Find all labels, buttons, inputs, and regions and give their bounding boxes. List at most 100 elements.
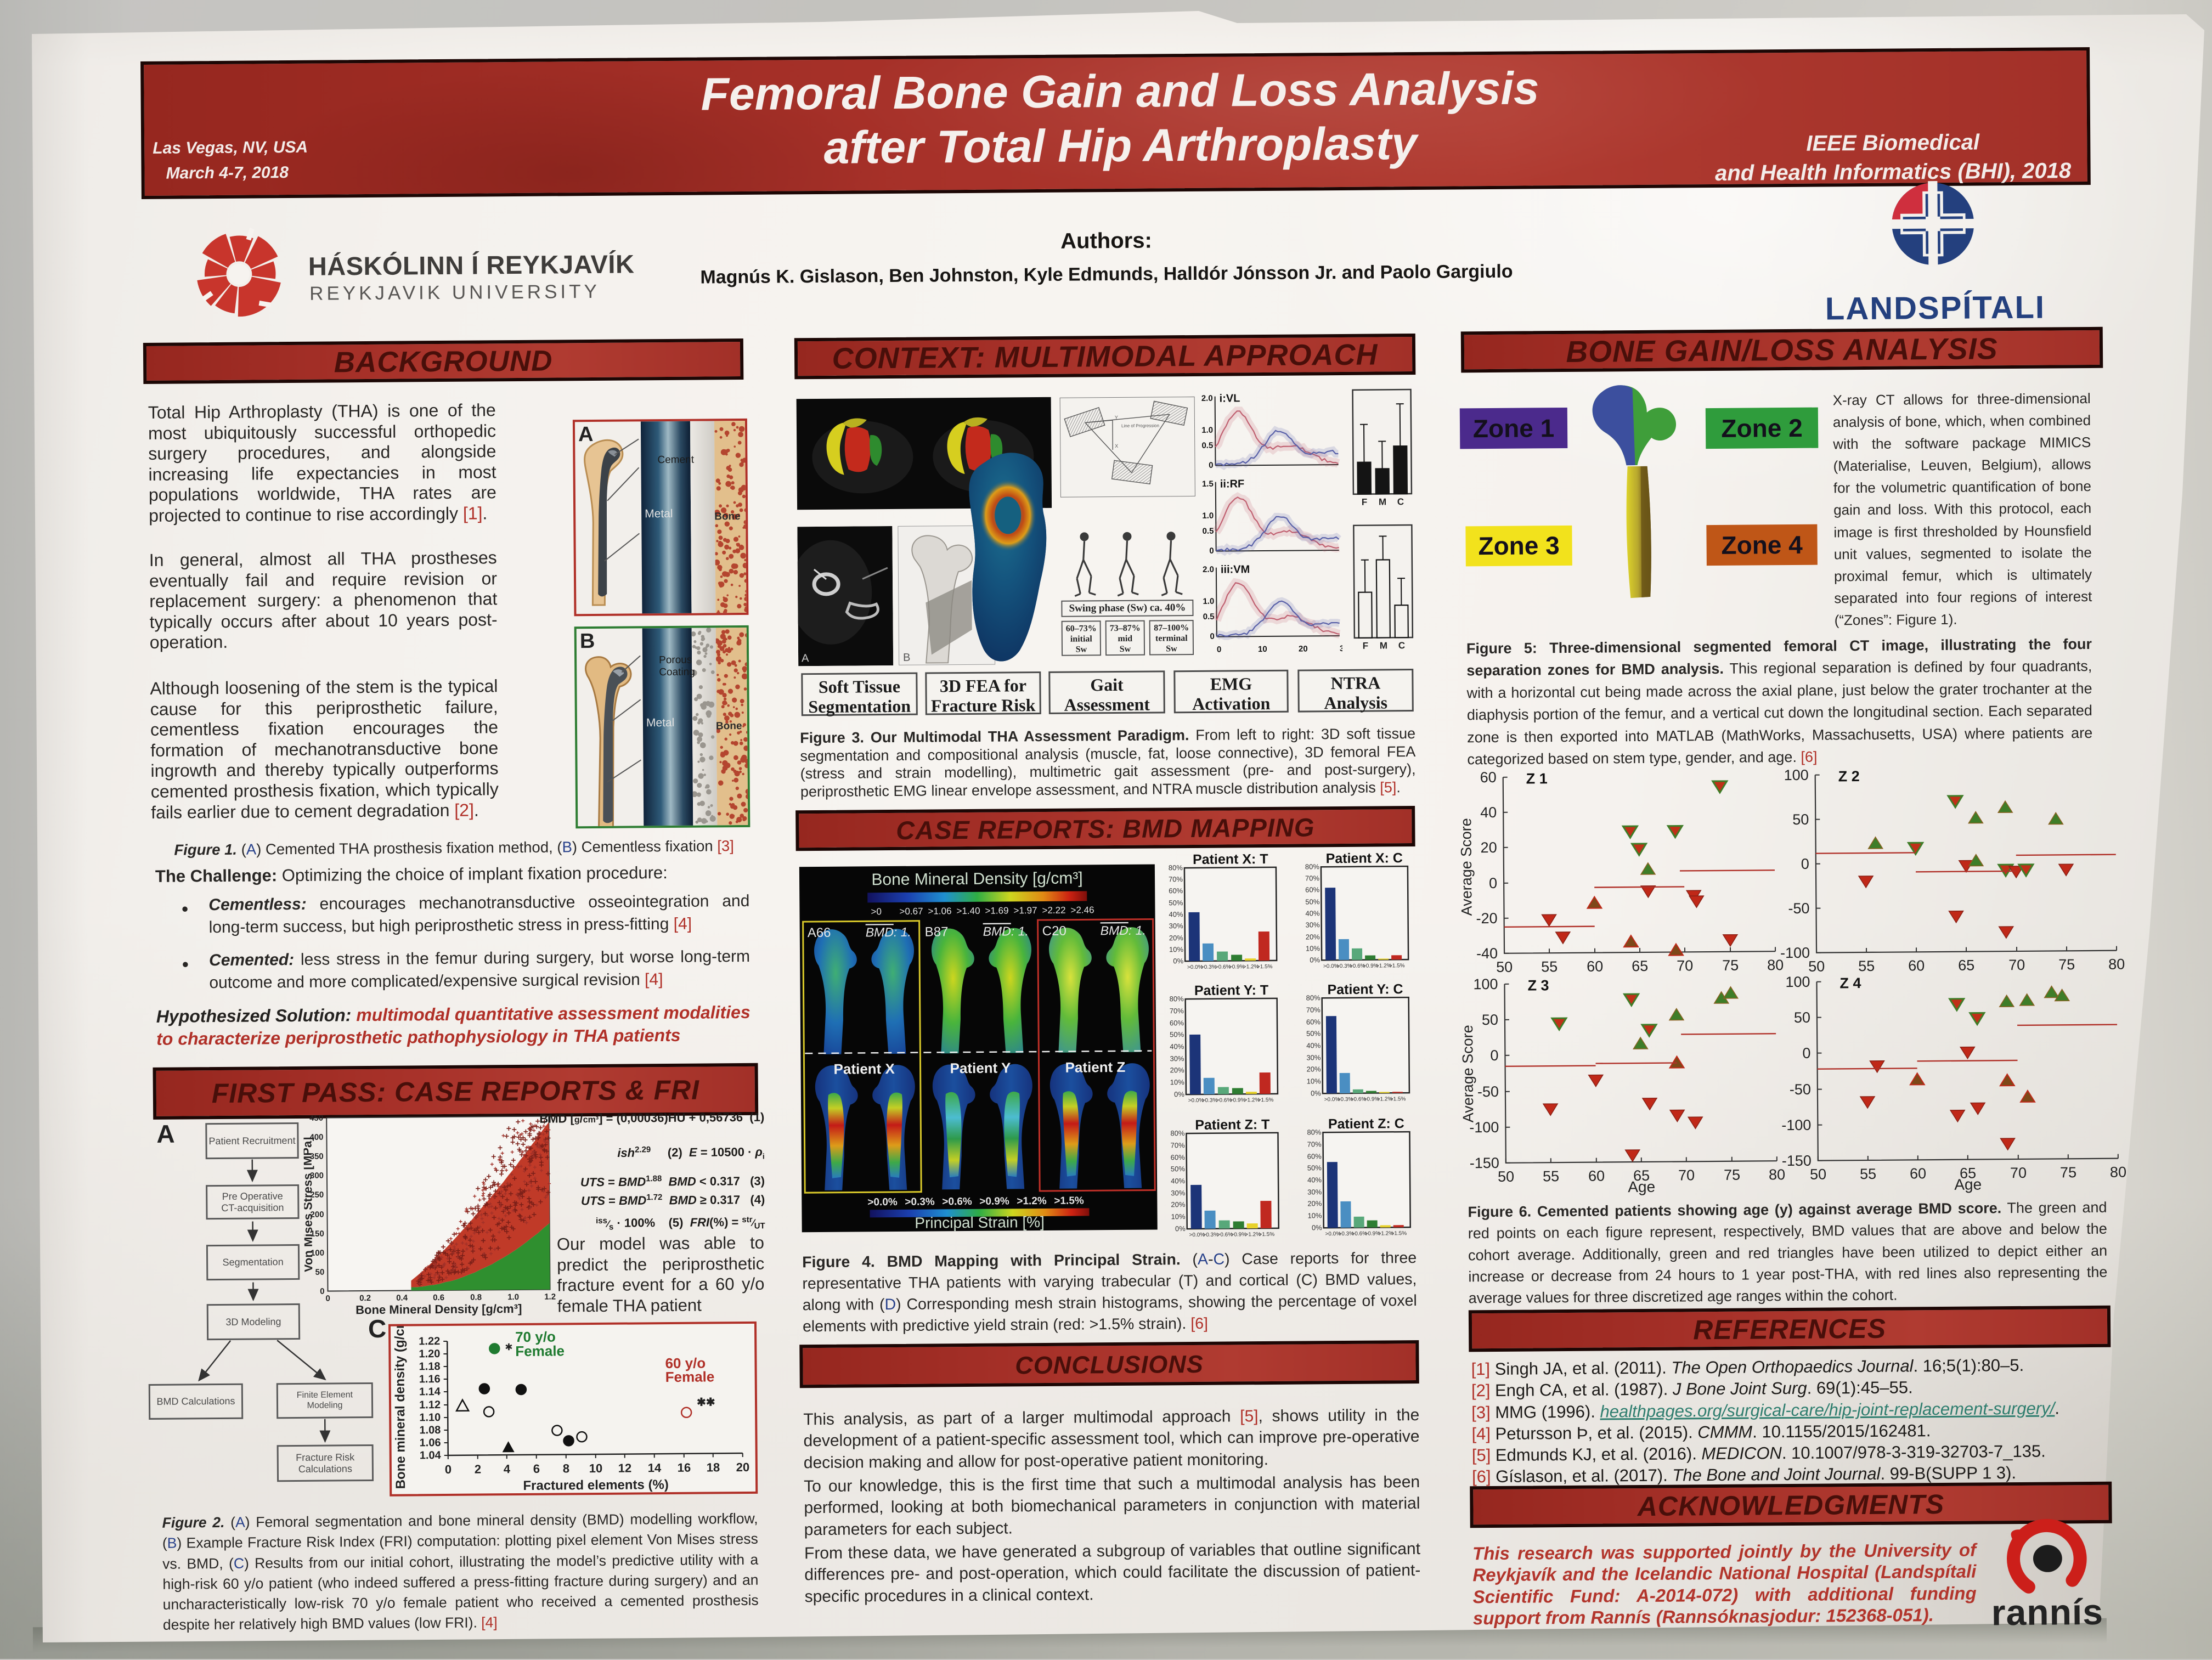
svg-text:10%: 10% <box>1306 944 1321 952</box>
svg-text:i:VL: i:VL <box>1220 392 1240 404</box>
svg-text:50: 50 <box>1808 958 1825 975</box>
svg-text:50: 50 <box>1498 1168 1514 1185</box>
svg-text:A66: A66 <box>808 925 831 940</box>
svg-text:75: 75 <box>1722 957 1739 974</box>
svg-text:M: M <box>1380 640 1387 651</box>
svg-text:Von Mises Stress [MPa]: Von Mises Stress [MPa] <box>303 1137 315 1272</box>
svg-text:0: 0 <box>1489 875 1497 891</box>
svg-text:>0.9%: >0.9% <box>1231 1232 1246 1238</box>
svg-text:F: F <box>1363 641 1369 651</box>
svg-text:20%: 20% <box>1307 1199 1322 1207</box>
svg-text:60%: 60% <box>1171 1153 1186 1161</box>
svg-text:0%: 0% <box>1175 1224 1186 1233</box>
svg-text:>1.5%: >1.5% <box>1389 963 1405 969</box>
svg-text:-50: -50 <box>1788 900 1809 917</box>
svg-text:50: 50 <box>315 1268 325 1277</box>
svg-text:Patient X: Patient X <box>833 1060 895 1077</box>
svg-text:1.0: 1.0 <box>1203 597 1214 606</box>
svg-text:100: 100 <box>1785 974 1810 990</box>
svg-text:>0.9%: >0.9% <box>1229 964 1245 970</box>
svg-text:>0.6%: >0.6% <box>942 1196 972 1207</box>
svg-text:0: 0 <box>1801 856 1809 872</box>
svg-text:0: 0 <box>325 1294 330 1303</box>
svg-text:50: 50 <box>1794 1009 1810 1026</box>
svg-text:-150: -150 <box>1470 1155 1499 1171</box>
svg-text:0.4: 0.4 <box>396 1293 408 1302</box>
svg-text:80%: 80% <box>1169 863 1183 872</box>
svg-text:20%: 20% <box>1171 1200 1186 1209</box>
svg-text:0.5: 0.5 <box>1203 612 1215 622</box>
svg-text:Female: Female <box>665 1368 715 1385</box>
svg-text:30%: 30% <box>1306 1053 1321 1062</box>
svg-text:1.10: 1.10 <box>419 1411 441 1424</box>
svg-text:30%: 30% <box>1170 1054 1184 1063</box>
svg-text:Z 2: Z 2 <box>1838 768 1860 784</box>
svg-text:>1.5%: >1.5% <box>1258 1097 1274 1103</box>
svg-text:>0.0%: >0.0% <box>867 1196 898 1208</box>
svg-text:10%: 10% <box>1171 1212 1186 1221</box>
svg-text:>0.9%: >0.9% <box>1230 1097 1246 1103</box>
svg-text:-20: -20 <box>1476 910 1497 927</box>
svg-text:55: 55 <box>1858 958 1875 974</box>
svg-text:2.0: 2.0 <box>1201 394 1213 403</box>
svg-text:80%: 80% <box>1306 993 1321 1002</box>
svg-text:80%: 80% <box>1170 995 1184 1003</box>
svg-text:50: 50 <box>1810 1166 1826 1183</box>
svg-text:50%: 50% <box>1306 1029 1321 1037</box>
svg-text:80%: 80% <box>1170 1129 1185 1137</box>
svg-text:50%: 50% <box>1171 1165 1186 1173</box>
svg-text:BMD: 1.: BMD: 1. <box>866 925 911 940</box>
svg-text:ii:RF: ii:RF <box>1220 478 1245 490</box>
svg-text:60: 60 <box>1587 958 1603 975</box>
svg-text:60: 60 <box>1908 957 1925 974</box>
svg-text:Patient Y: Patient Y <box>950 1059 1011 1076</box>
svg-text:75: 75 <box>2058 956 2075 973</box>
svg-text:450: 450 <box>309 1114 323 1122</box>
svg-text:Y: Y <box>1115 415 1118 420</box>
svg-text:M: M <box>1379 496 1386 507</box>
svg-text:1.06: 1.06 <box>420 1437 441 1449</box>
svg-text:70: 70 <box>1678 1167 1695 1183</box>
svg-text:0.6: 0.6 <box>433 1293 444 1302</box>
svg-text:75: 75 <box>2060 1164 2076 1181</box>
svg-text:55: 55 <box>1543 1168 1559 1184</box>
svg-text:-40: -40 <box>1476 945 1498 962</box>
svg-text:Patient Z: C: Patient Z: C <box>1328 1117 1404 1132</box>
svg-text:0: 0 <box>1217 645 1221 654</box>
svg-text:30%: 30% <box>1169 922 1184 930</box>
svg-text:Bone mineral density (g/cm²): Bone mineral density (g/cm²) <box>392 1324 408 1489</box>
svg-text:20%: 20% <box>1169 934 1184 942</box>
svg-text:>1.5%: >1.5% <box>1259 1232 1274 1238</box>
svg-text:18: 18 <box>707 1460 720 1474</box>
svg-text:0.5: 0.5 <box>1201 441 1213 450</box>
svg-text:50%: 50% <box>1305 897 1320 906</box>
svg-text:-100: -100 <box>1780 945 1810 961</box>
svg-text:Average Score: Average Score <box>1459 1025 1476 1122</box>
svg-text:>1.5%: >1.5% <box>1054 1195 1084 1206</box>
svg-text:1.18: 1.18 <box>419 1360 441 1373</box>
svg-text:1.2: 1.2 <box>544 1292 556 1302</box>
svg-text:50: 50 <box>1482 1012 1498 1028</box>
svg-text:1.0: 1.0 <box>1201 426 1213 435</box>
svg-text:30%: 30% <box>1306 921 1321 929</box>
svg-text:C: C <box>1398 640 1405 651</box>
svg-text:✱: ✱ <box>505 1342 512 1352</box>
svg-text:>0.67: >0.67 <box>899 906 923 917</box>
svg-text:>1.5%: >1.5% <box>1390 1096 1406 1102</box>
svg-text:30: 30 <box>1340 644 1342 653</box>
svg-text:60%: 60% <box>1306 1018 1321 1026</box>
svg-text:0%: 0% <box>1173 957 1183 965</box>
svg-text:55: 55 <box>1860 1166 1876 1182</box>
svg-text:40%: 40% <box>1171 1177 1186 1185</box>
svg-text:0: 0 <box>320 1287 324 1296</box>
svg-text:60%: 60% <box>1169 887 1183 895</box>
svg-text:Patient X: T: Patient X: T <box>1193 853 1268 867</box>
svg-text:0.2: 0.2 <box>359 1294 371 1303</box>
svg-text:C: C <box>1397 496 1404 507</box>
svg-text:10%: 10% <box>1170 1078 1185 1086</box>
svg-text:>0.3%: >0.3% <box>905 1196 935 1207</box>
svg-text:60%: 60% <box>1170 1019 1184 1027</box>
svg-text:40%: 40% <box>1307 1176 1322 1184</box>
svg-text:BMD: 1.: BMD: 1. <box>1101 923 1146 938</box>
svg-text:70: 70 <box>1677 957 1693 974</box>
